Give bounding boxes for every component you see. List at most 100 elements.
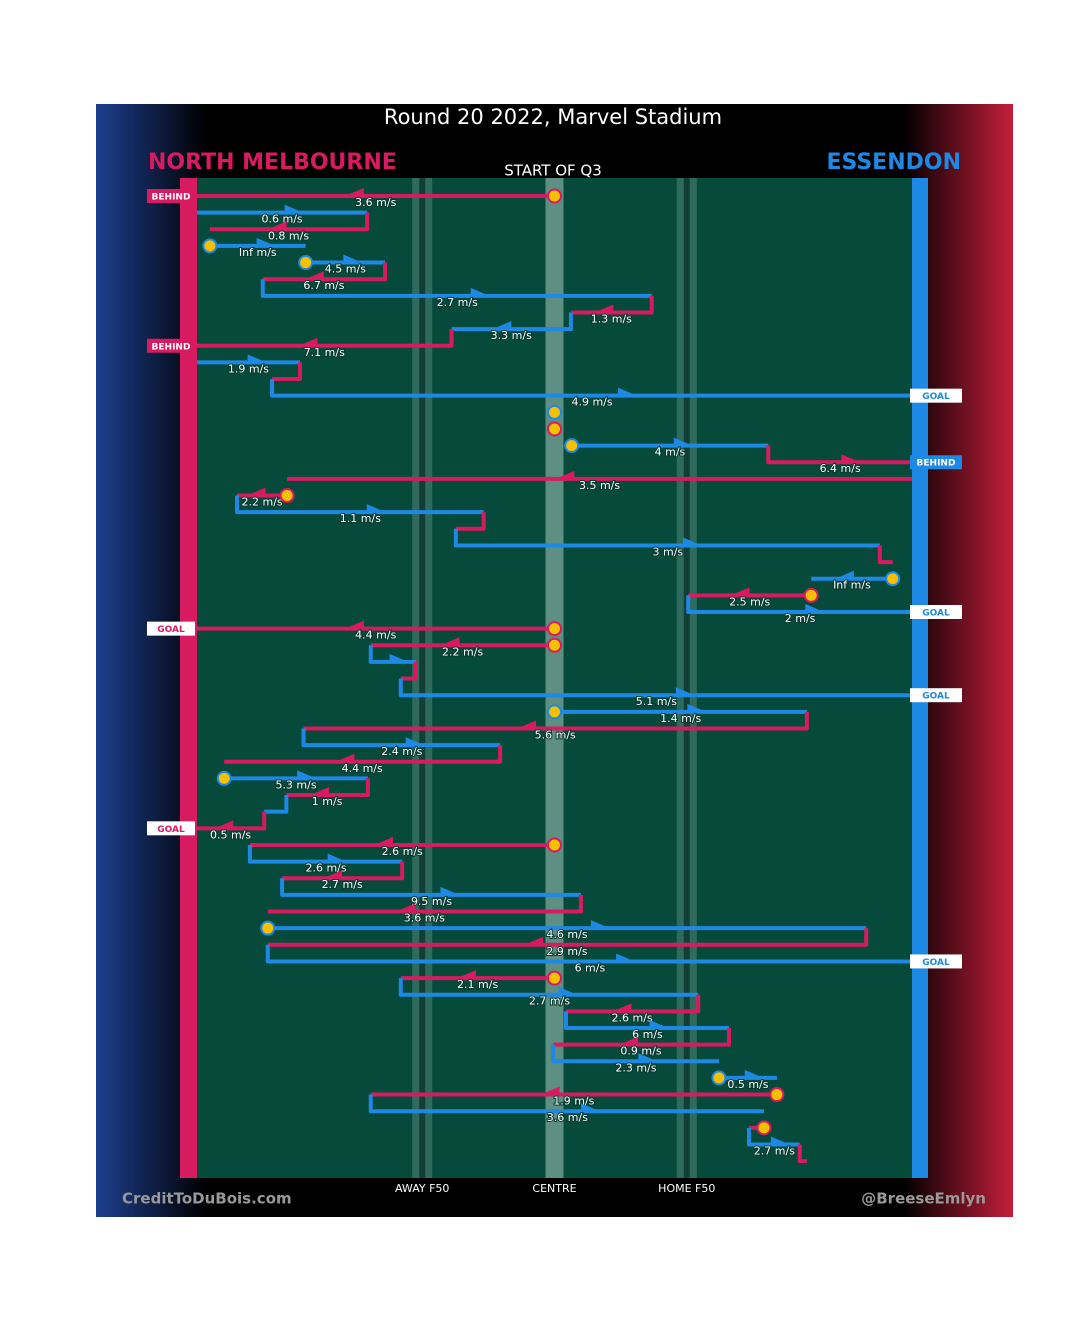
possession-segment [398, 678, 912, 698]
speed-label: 2.2 m/s [442, 645, 483, 658]
outcome-box [147, 621, 195, 636]
possession-segment [270, 379, 912, 398]
direction-arrow [247, 354, 262, 365]
left-goal-line [180, 178, 197, 1178]
direction-arrow [744, 1069, 759, 1080]
direction-arrow [624, 1036, 639, 1047]
possession-segment [282, 861, 405, 881]
team-right: ESSENDON [826, 150, 961, 175]
direction-arrow [560, 470, 575, 481]
outcome-box [910, 388, 962, 403]
stoppage-marker [769, 1087, 785, 1103]
possession-segment [235, 495, 484, 515]
outcome-box [147, 821, 195, 836]
possession-segment [280, 878, 581, 897]
possession-segment [746, 1127, 800, 1147]
stoppage-marker [298, 255, 314, 271]
speed-label: 6.7 m/s [303, 279, 344, 292]
direction-arrow [470, 287, 485, 298]
speed-label: 4 m/s [655, 446, 686, 459]
direction-arrow [649, 1020, 664, 1030]
direction-arrow [617, 1003, 632, 1014]
speed-label: 1.9 m/s [228, 362, 269, 375]
outcome-label: GOAL [922, 392, 950, 402]
possession-segment [209, 212, 370, 232]
possession-segment [686, 595, 912, 614]
speed-label: 1.3 m/s [591, 312, 632, 325]
speed-label: 4.6 m/s [546, 928, 587, 941]
direction-arrow [389, 653, 404, 664]
speed-label: 2.7 m/s [437, 296, 478, 309]
direction-arrow [841, 454, 856, 465]
stoppage-marker [547, 188, 562, 204]
possession-segment [797, 1144, 807, 1164]
stoppage-marker [216, 770, 232, 786]
direction-arrow [770, 1136, 785, 1147]
direction-arrow [251, 487, 266, 498]
direction-arrow [735, 587, 750, 598]
direction-arrow [545, 1086, 560, 1097]
speed-label: 2.4 m/s [381, 745, 422, 758]
direction-arrow [638, 1053, 653, 1064]
speed-label: 6.4 m/s [820, 462, 861, 475]
speed-label: 3.6 m/s [404, 912, 445, 925]
direction-arrow [219, 820, 234, 831]
field-stripe-inner [419, 178, 426, 1178]
direction-arrow [590, 920, 605, 931]
team-left: NORTH MELBOURNE [148, 150, 397, 175]
speed-label: 2 m/s [785, 612, 816, 625]
speed-label: 2.7 m/s [322, 878, 363, 891]
direction-arrow [440, 886, 455, 897]
direction-arrow [400, 903, 415, 914]
speed-label: 5.1 m/s [636, 695, 677, 708]
speed-label: 2.7 m/s [754, 1144, 795, 1157]
possession-segment [272, 362, 302, 382]
outcome-label: GOAL [157, 625, 185, 635]
possession-segment [766, 445, 912, 465]
possession-segment [224, 745, 503, 764]
stoppage-marker [756, 1120, 772, 1136]
speed-label: 0.5 m/s [727, 1078, 768, 1091]
speed-label: 1.1 m/s [340, 512, 381, 525]
direction-arrow [616, 953, 631, 964]
outcome-box [147, 338, 195, 353]
direction-arrow [366, 504, 381, 515]
possession-segment [551, 1044, 719, 1064]
direction-arrow [303, 337, 318, 348]
x-tick-label: HOME F50 [658, 1182, 715, 1195]
speed-label: 9.5 m/s [411, 895, 452, 908]
possession-segment [260, 279, 652, 298]
speed-label: 1.4 m/s [660, 712, 701, 725]
speed-label: 2.9 m/s [546, 945, 587, 958]
x-tick-label: AWAY F50 [395, 1182, 449, 1195]
speed-label: 2.6 m/s [305, 862, 346, 875]
stoppage-marker [547, 421, 562, 437]
possession-segment [877, 545, 893, 565]
speed-label: 7.1 m/s [304, 346, 345, 359]
x-tick-label: CENTRE [532, 1182, 576, 1195]
outcome-box [910, 455, 962, 470]
possession-segment [368, 645, 416, 664]
possession-segment [398, 978, 699, 997]
speed-label: 2.5 m/s [729, 595, 770, 608]
direction-arrow [349, 188, 364, 198]
subtitle: START OF Q3 [504, 162, 602, 180]
possession-segment [565, 994, 701, 1014]
direction-arrow [284, 204, 299, 215]
direction-arrow [378, 836, 393, 847]
direction-arrow [558, 986, 573, 997]
speed-label: 0.8 m/s [268, 229, 309, 242]
field-stripe-inner [683, 178, 690, 1178]
speed-label: 6 m/s [575, 961, 606, 974]
direction-arrow [461, 970, 476, 981]
credit-left: CreditToDuBois.com [122, 1190, 292, 1208]
stoppage-marker [547, 837, 562, 853]
direction-arrow [328, 870, 343, 881]
possession-segment [563, 1011, 729, 1030]
stoppage-marker [279, 488, 295, 504]
possession-segment [264, 795, 289, 814]
stoppage-marker [547, 621, 562, 637]
outcome-label: GOAL [157, 825, 185, 835]
stoppage-marker [547, 970, 562, 986]
